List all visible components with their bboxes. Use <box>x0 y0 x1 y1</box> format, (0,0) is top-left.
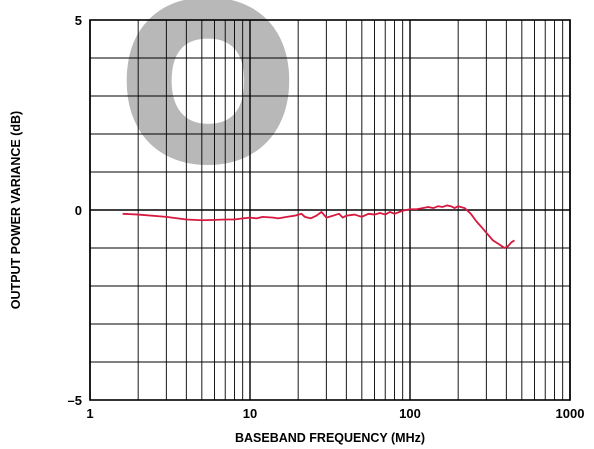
x-axis-label: BASEBAND FREQUENCY (MHz) <box>235 431 425 445</box>
x-tick-label: 1 <box>86 406 93 421</box>
y-axis-label: OUTPUT POWER VARIANCE (dB) <box>9 111 23 309</box>
y-tick-labels: 5 0 –5 <box>68 13 82 408</box>
series-layer <box>122 204 515 249</box>
series-line <box>122 204 515 249</box>
grid <box>89 19 571 401</box>
y-tick-label: 0 <box>75 203 82 218</box>
x-tick-labels: 1 10 100 1000 <box>86 406 584 421</box>
x-tick-label: 10 <box>243 406 257 421</box>
y-tick-label: –5 <box>68 393 82 408</box>
x-tick-label: 100 <box>399 406 421 421</box>
y-tick-label: 5 <box>75 13 82 28</box>
plot-frame <box>89 19 571 401</box>
x-tick-label: 1000 <box>556 406 585 421</box>
